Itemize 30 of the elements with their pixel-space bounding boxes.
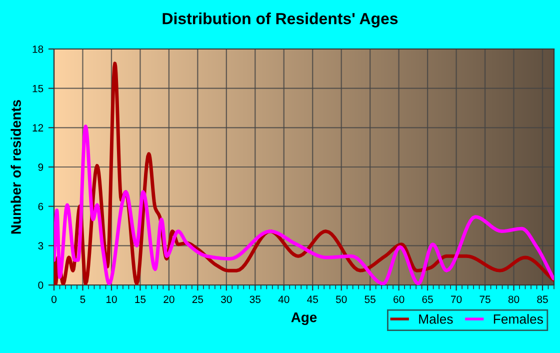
x-tick-label: 65 bbox=[422, 296, 433, 304]
x-tick-label: 0 bbox=[52, 296, 56, 304]
x-tick-label: 5 bbox=[80, 296, 86, 304]
y-tick-label: 3 bbox=[38, 242, 44, 250]
x-tick-label: 50 bbox=[336, 296, 347, 304]
y-tick-label: 15 bbox=[32, 84, 44, 92]
chart-title: Distribution of Residents' Ages bbox=[162, 12, 398, 28]
y-tick-label: 18 bbox=[32, 46, 44, 53]
x-tick-label: 40 bbox=[278, 296, 290, 304]
x-axis-title: Age bbox=[291, 312, 317, 326]
x-tick-label: 25 bbox=[192, 296, 204, 304]
y-tick-label: 6 bbox=[38, 202, 44, 210]
x-tick-label: 85 bbox=[537, 296, 548, 304]
x-tick-label: 75 bbox=[480, 296, 490, 304]
y-axis-title: Number of residents bbox=[10, 100, 21, 234]
x-tick-label: 60 bbox=[394, 296, 404, 304]
x-tick-label: 30 bbox=[221, 296, 232, 304]
x-tick-label: 20 bbox=[164, 296, 174, 304]
y-tick-label: 12 bbox=[32, 124, 44, 132]
legend-label: Males bbox=[419, 314, 453, 324]
legend-label: Females bbox=[494, 314, 543, 324]
x-tick-label: 55 bbox=[364, 296, 376, 304]
x-tick-label: 45 bbox=[307, 296, 318, 304]
x-tick-label: 15 bbox=[135, 296, 146, 304]
x-tick-label: 80 bbox=[508, 296, 520, 304]
x-tick-label: 35 bbox=[250, 296, 261, 304]
y-tick-label: 0 bbox=[38, 282, 44, 289]
y-tick-label: 9 bbox=[38, 164, 44, 171]
x-tick-label: 10 bbox=[106, 296, 117, 304]
x-tick-label: 70 bbox=[451, 296, 462, 304]
